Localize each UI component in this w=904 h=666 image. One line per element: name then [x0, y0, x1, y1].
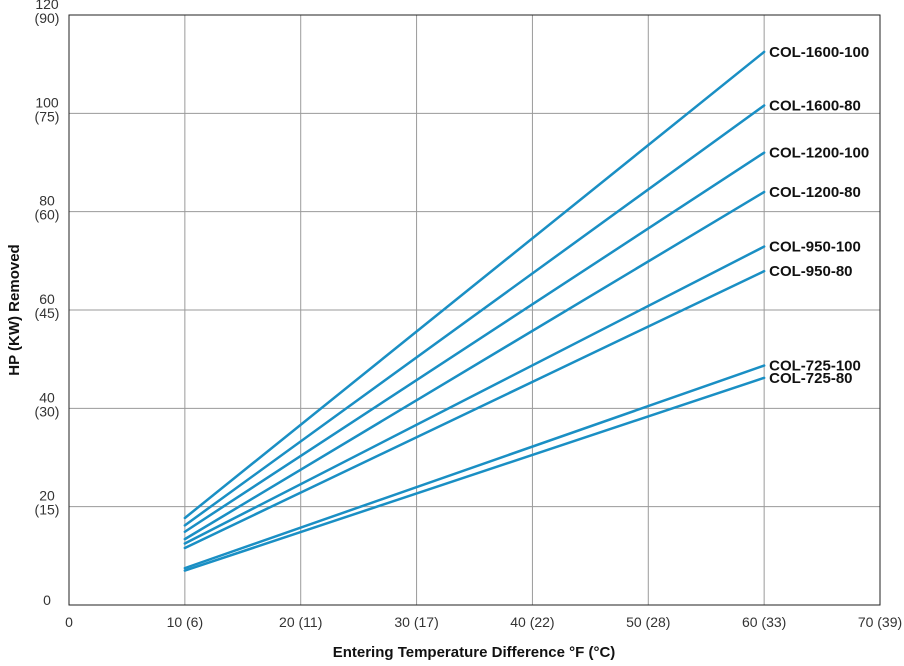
x-tick-label: 30 (17) [394, 614, 438, 630]
series-line-col-1600-80 [183, 104, 766, 527]
grid-layer [69, 15, 880, 605]
y-tick-sublabel: (90) [35, 10, 60, 26]
series-label: COL-950-100 [769, 239, 861, 256]
y-tick-sublabel: (15) [35, 502, 60, 518]
y-tick-sublabel: (75) [35, 108, 60, 124]
series-line-col-725-100 [183, 364, 766, 570]
y-tick-sublabel: (60) [35, 207, 60, 223]
y-tick-label: 20 [39, 488, 55, 504]
y-tick-label: 120 [35, 0, 59, 12]
series-label: COL-1600-80 [769, 97, 861, 114]
y-tick-label: 0 [43, 592, 51, 608]
x-tick-label: 50 (28) [626, 614, 670, 630]
series-label: COL-1200-80 [769, 184, 861, 201]
x-tick-label: 70 (39) [858, 614, 902, 630]
y-tick-label: 40 [39, 389, 55, 405]
x-tick-label: 60 (33) [742, 614, 786, 630]
series-label: COL-950-80 [769, 263, 852, 280]
y-tick-sublabel: (45) [35, 305, 60, 321]
series-line-col-1200-100 [183, 151, 766, 533]
series-line-col-1200-80 [183, 190, 766, 541]
series-line-col-950-80 [183, 269, 766, 550]
series-label: COL-725-80 [769, 370, 852, 387]
series-layer [183, 50, 766, 572]
x-tick-label: 0 [65, 614, 73, 630]
series-label: COL-1600-100 [769, 44, 869, 61]
series-line-col-950-100 [183, 245, 766, 545]
x-tick-label: 10 (6) [167, 614, 204, 630]
x-tick-label: 40 (22) [510, 614, 554, 630]
y-tick-label: 60 [39, 291, 55, 307]
y-tick-sublabel: (30) [35, 403, 60, 419]
series-label: COL-1200-100 [769, 145, 869, 162]
y-tick-label: 80 [39, 193, 55, 209]
series-label: COL-725-100 [769, 358, 861, 375]
series-label-layer: COL-1600-100 COL-1600-80 COL-1200-100 COL-1… [769, 44, 869, 387]
tick-layer: 0 10 (6) 20 (11) 30 (17) 40 (22) 50 (28) 60 (3… [35, 0, 903, 630]
series-line-col-725-80 [183, 376, 766, 572]
y-axis-title: HP (KW) Removed [6, 244, 23, 375]
x-tick-label: 20 (11) [279, 614, 322, 630]
y-tick-label: 100 [35, 94, 59, 110]
plot-frame [68, 14, 881, 606]
x-axis-title: Entering Temperature Difference °F (°C) [333, 644, 616, 661]
series-line-col-1600-100 [183, 50, 766, 520]
